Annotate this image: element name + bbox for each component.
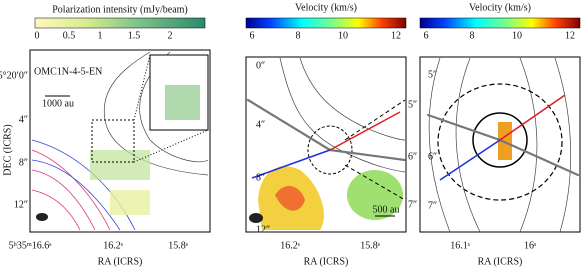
y-tick-label: 8″ — [19, 157, 28, 168]
annotation: 6″ — [408, 151, 417, 162]
annotation: 1000 au — [42, 98, 74, 109]
colorbar-tick: 8 — [470, 30, 475, 41]
x-axis-label: RA (ICRS) — [98, 256, 143, 267]
y-tick-label: 7″ — [428, 200, 437, 211]
colorbar — [245, 17, 407, 29]
y-axis-label: DEC (ICRS) — [2, 124, 13, 175]
colorbar-label: Velocity (km/s) — [295, 2, 357, 13]
colorbar-label: Velocity (km/s) — [469, 2, 531, 13]
colorbar-tick: 6 — [424, 30, 429, 41]
colorbar-tick: 10 — [512, 30, 522, 41]
annotation: 7″ — [408, 199, 417, 210]
colorbar-tick: 8 — [296, 30, 301, 41]
colorbar-tick: 0.5 — [63, 30, 76, 41]
colorbar-tick: 6 — [250, 30, 255, 41]
x-tick-label: 16.2ˢ — [280, 240, 300, 251]
y-tick-label: 0″ — [256, 60, 265, 71]
colorbar — [419, 17, 581, 29]
annotation: 500 au — [373, 204, 400, 215]
x-tick-label: 16ˢ — [524, 240, 536, 251]
panel-1-image — [29, 49, 211, 233]
y-tick-label: 4″ — [256, 119, 265, 130]
colorbar-tick: 10 — [338, 30, 348, 41]
x-axis-label: RA (ICRS) — [478, 256, 523, 267]
x-tick-label: 16.1ˢ — [450, 240, 470, 251]
colorbar-label: Polarization intensity (mJy/beam) — [52, 4, 188, 15]
colorbar-tick: 1 — [98, 30, 103, 41]
y-tick-label: 5″ — [428, 69, 437, 80]
x-tick-label: 15.8ˢ — [360, 240, 380, 251]
colorbar-tick: 1.5 — [128, 30, 141, 41]
colorbar-tick: 0 — [35, 30, 40, 41]
panel-3-image — [419, 56, 581, 233]
y-tick-label: 12″ — [14, 199, 28, 210]
colorbar-tick: 12 — [391, 30, 401, 41]
y-tick-label: 12″ — [256, 224, 270, 235]
x-axis-label: RA (ICRS) — [304, 256, 349, 267]
panel-2-image — [245, 56, 407, 233]
annotation: 5″ — [408, 99, 417, 110]
y-tick-label: 8″ — [256, 172, 265, 183]
y-tick-label: 4″ — [19, 114, 28, 125]
x-tick-label: 15.8ˢ — [168, 240, 188, 251]
colorbar — [34, 17, 206, 29]
annotation: OMC1N-4-5-EN — [34, 66, 102, 77]
colorbar-tick: 12 — [565, 30, 575, 41]
x-tick-label: 16.2ˢ — [103, 240, 123, 251]
y-tick-label: -5°20′0″ — [0, 70, 28, 81]
x-tick-label: 5ʰ35ᵐ16.6ˢ — [9, 240, 52, 251]
y-tick-label: 6″ — [428, 151, 437, 162]
colorbar-tick: 2 — [168, 30, 173, 41]
